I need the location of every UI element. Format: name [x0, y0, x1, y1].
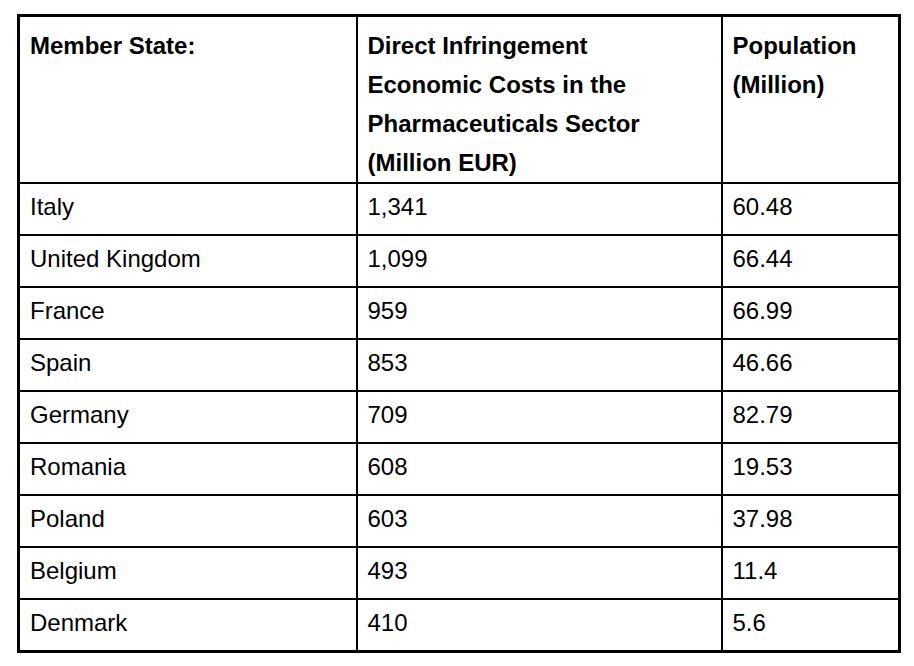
header-population: Population (Million)	[722, 16, 900, 184]
infringement-costs-table: Member State: Direct Infringement Econom…	[17, 14, 901, 653]
cell-population: 37.98	[722, 495, 900, 547]
cell-cost: 1,099	[357, 235, 722, 287]
header-member-state-label: Member State:	[30, 26, 346, 65]
table-row: Poland 603 37.98	[19, 495, 900, 547]
cell-population: 46.66	[722, 339, 900, 391]
cell-population: 19.53	[722, 443, 900, 495]
table-row: Romania 608 19.53	[19, 443, 900, 495]
header-costs-line: Pharmaceuticals Sector	[368, 104, 711, 143]
header-costs-line: Economic Costs in the	[368, 65, 711, 104]
cell-member-state: Italy	[19, 183, 357, 235]
table-row: Denmark 410 5.6	[19, 599, 900, 651]
cell-member-state: Belgium	[19, 547, 357, 599]
cell-cost: 493	[357, 547, 722, 599]
table-row: Belgium 493 11.4	[19, 547, 900, 599]
cell-member-state: Denmark	[19, 599, 357, 651]
cell-population: 60.48	[722, 183, 900, 235]
cell-member-state: Spain	[19, 339, 357, 391]
table-row: United Kingdom 1,099 66.44	[19, 235, 900, 287]
cell-cost: 410	[357, 599, 722, 651]
header-costs: Direct Infringement Economic Costs in th…	[357, 16, 722, 184]
table-header-row: Member State: Direct Infringement Econom…	[19, 16, 900, 184]
cell-cost: 709	[357, 391, 722, 443]
table-row: Italy 1,341 60.48	[19, 183, 900, 235]
document-table-container: Member State: Direct Infringement Econom…	[17, 14, 901, 653]
cell-member-state: Romania	[19, 443, 357, 495]
cell-cost: 608	[357, 443, 722, 495]
header-population-line: Population	[733, 26, 889, 65]
cell-cost: 959	[357, 287, 722, 339]
cell-population: 66.99	[722, 287, 900, 339]
cell-member-state: United Kingdom	[19, 235, 357, 287]
cell-member-state: France	[19, 287, 357, 339]
cell-member-state: Germany	[19, 391, 357, 443]
cell-cost: 603	[357, 495, 722, 547]
cell-population: 82.79	[722, 391, 900, 443]
cell-cost: 1,341	[357, 183, 722, 235]
header-population-line: (Million)	[733, 65, 889, 104]
table-row: France 959 66.99	[19, 287, 900, 339]
header-costs-line: Direct Infringement	[368, 26, 711, 65]
cell-member-state: Poland	[19, 495, 357, 547]
table-row: Spain 853 46.66	[19, 339, 900, 391]
cell-population: 66.44	[722, 235, 900, 287]
cell-population: 11.4	[722, 547, 900, 599]
header-costs-line: (Million EUR)	[368, 143, 711, 182]
cell-population: 5.6	[722, 599, 900, 651]
header-member-state: Member State:	[19, 16, 357, 184]
table-row: Germany 709 82.79	[19, 391, 900, 443]
cell-cost: 853	[357, 339, 722, 391]
